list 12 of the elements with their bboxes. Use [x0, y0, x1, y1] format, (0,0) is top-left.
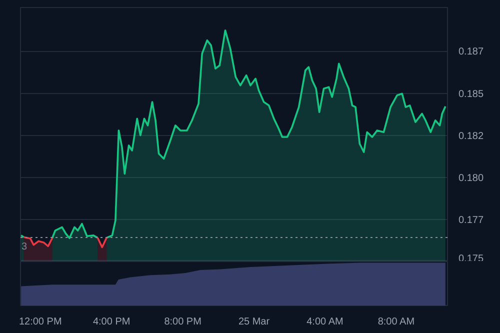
y-tick-label: 0.180	[458, 172, 484, 184]
x-tick-label: 4:00 PM	[92, 316, 130, 328]
y-tick-label: 0.187	[458, 46, 484, 58]
x-tick-label: 12:00 PM	[18, 316, 62, 328]
x-tick-label: 25 Mar	[238, 316, 270, 328]
y-tick-label: 0.177	[458, 214, 484, 226]
annotation: 3	[22, 242, 28, 252]
y-tick-label: 0.185	[458, 88, 484, 100]
y-tick-label: 0.182	[458, 130, 484, 142]
x-tick-label: 8:00 PM	[164, 316, 202, 328]
x-tick-label: 4:00 AM	[306, 316, 344, 328]
x-tick-label: 8:00 AM	[378, 316, 415, 328]
